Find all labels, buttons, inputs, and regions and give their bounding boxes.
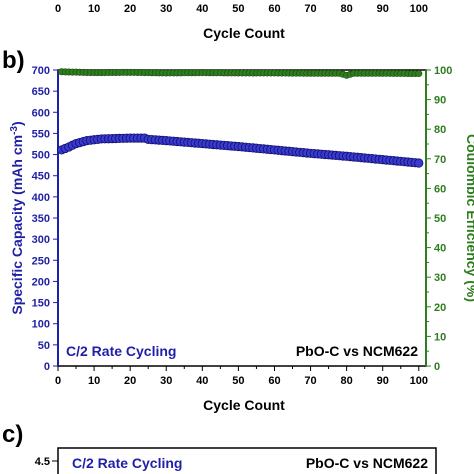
top-panel-x-tick: 20 (124, 3, 136, 15)
left-y-axis-title: Specific Capacity (mAh cm-3) (9, 121, 25, 314)
top-panel-x-tick: 40 (196, 3, 208, 15)
left-tick-label: 550 (32, 128, 50, 140)
top-panel-x-axis-title: Cycle Count (203, 25, 285, 41)
bottom-panel-y-tick: 4.5 (35, 456, 50, 468)
x-tick-label: 100 (410, 375, 428, 387)
left-tick-label: 500 (32, 150, 50, 162)
top-panel-x-ticks: 0 10 20 30 40 50 60 70 80 90 100 (55, 3, 428, 15)
left-tick-label: 350 (32, 213, 50, 225)
left-tick-label: 700 (32, 65, 50, 77)
left-y-axis: 0 50 100 150 200 250 300 350 400 450 500 550 600 650 7… (32, 65, 59, 373)
top-panel-x-tick: 10 (88, 3, 100, 15)
top-panel-x-tick: 50 (232, 3, 244, 15)
top-panel-x-tick: 0 (55, 3, 61, 15)
right-tick-label: 60 (434, 183, 446, 195)
right-tick-label: 80 (434, 124, 446, 136)
data-point-specific-capacity (414, 158, 424, 168)
top-panel-x-tick: 30 (160, 3, 172, 15)
left-tick-label: 450 (32, 171, 50, 183)
top-panel-x-tick: 100 (410, 3, 428, 15)
bottom-panel-annotation-cell: PbO-C vs NCM622 (306, 455, 428, 471)
annotation-cell: PbO-C vs NCM622 (296, 343, 418, 359)
annotation-rate: C/2 Rate Cycling (66, 343, 176, 359)
plot-frame (57, 69, 427, 367)
x-tick-label: 70 (304, 375, 316, 387)
series-coulombic-efficiency (58, 68, 423, 79)
right-tick-label: 30 (434, 272, 446, 284)
x-tick-label: 80 (341, 375, 353, 387)
left-tick-label: 0 (44, 361, 50, 373)
series-specific-capacity (57, 133, 424, 168)
top-panel-x-tick: 80 (341, 3, 353, 15)
left-tick-label: 400 (32, 192, 50, 204)
plot-area (57, 69, 427, 367)
left-tick-label: 200 (32, 276, 50, 288)
left-tick-label: 600 (32, 107, 50, 119)
x-tick-label: 40 (196, 375, 208, 387)
panel-label-c: c) (2, 421, 23, 448)
right-y-axis: 0 10 20 30 40 50 60 70 80 90 100 (425, 65, 452, 373)
right-tick-label: 20 (434, 302, 446, 314)
data-point-coulombic-efficiency (415, 70, 423, 78)
x-tick-label: 90 (377, 375, 389, 387)
left-tick-label: 300 (32, 234, 50, 246)
x-tick-label: 0 (55, 375, 61, 387)
top-panel-x-tick: 60 (268, 3, 280, 15)
right-tick-label: 70 (434, 154, 446, 166)
x-tick-label: 30 (160, 375, 172, 387)
top-panel-x-tick: 90 (377, 3, 389, 15)
left-tick-label: 100 (32, 319, 50, 331)
right-tick-label: 100 (434, 65, 452, 77)
left-tick-label: 150 (32, 298, 50, 310)
top-panel-x-tick: 70 (304, 3, 316, 15)
right-tick-label: 90 (434, 95, 446, 107)
x-tick-label: 20 (124, 375, 136, 387)
right-tick-label: 40 (434, 243, 446, 255)
bottom-panel-annotation-rate: C/2 Rate Cycling (72, 455, 182, 471)
left-tick-label: 650 (32, 86, 50, 98)
right-tick-label: 10 (434, 331, 446, 343)
x-tick-label: 50 (232, 375, 244, 387)
x-axis-title: Cycle Count (203, 397, 285, 413)
right-y-axis-title: Coulombic Efficiency (%) (464, 134, 474, 302)
right-tick-label: 0 (434, 361, 440, 373)
left-tick-label: 250 (32, 255, 50, 267)
left-tick-label: 50 (38, 340, 50, 352)
right-tick-label: 50 (434, 213, 446, 225)
x-axis: 0 10 20 30 40 50 60 70 80 90 100 (55, 366, 428, 387)
panel-label-b: b) (2, 47, 25, 74)
x-tick-label: 60 (268, 375, 280, 387)
x-tick-label: 10 (88, 375, 100, 387)
